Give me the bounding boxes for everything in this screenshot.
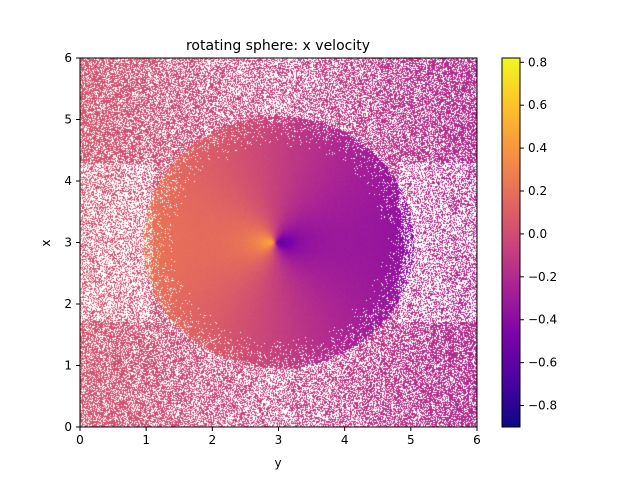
x-tick-label: 5 — [407, 433, 415, 447]
colorbar-tick-label: −0.2 — [528, 270, 557, 284]
y-tick-label: 1 — [64, 359, 72, 373]
colorbar-tick-label: 0.4 — [528, 141, 547, 155]
colorbar: −0.8 −0.6 −0.4 −0.2 0.0 0.2 0.4 0.6 0.8 — [501, 55, 557, 428]
y-tick-label: 0 — [64, 420, 72, 434]
x-tick-label: 3 — [275, 433, 283, 447]
x-tick-label: 1 — [142, 433, 150, 447]
plot-area — [79, 57, 478, 428]
colorbar-tick-label: 0.8 — [528, 55, 547, 69]
colorbar-gradient — [502, 58, 520, 427]
colorbar-tick-label: 0.0 — [528, 227, 547, 241]
x-axis: 0 1 2 3 4 5 6 — [76, 427, 481, 447]
y-tick-label: 5 — [64, 113, 72, 127]
chart-title: rotating sphere: x velocity — [186, 38, 370, 54]
colorbar-tick-label: 0.6 — [528, 98, 547, 112]
y-axis-label: x — [39, 239, 53, 246]
colorbar-tick-label: −0.4 — [528, 313, 557, 327]
x-tick-label: 0 — [76, 433, 84, 447]
colorbar-tick-label: −0.6 — [528, 356, 557, 370]
x-tick-label: 2 — [209, 433, 217, 447]
heatmap-image — [80, 58, 477, 427]
x-tick-label: 4 — [341, 433, 349, 447]
y-tick-label: 4 — [64, 174, 72, 188]
y-tick-label: 2 — [64, 297, 72, 311]
x-tick-label: 6 — [473, 433, 481, 447]
x-axis-label: y — [274, 456, 281, 470]
y-axis: 0 1 2 3 4 5 6 — [64, 51, 80, 434]
y-tick-label: 3 — [64, 236, 72, 250]
colorbar-ticks: −0.8 −0.6 −0.4 −0.2 0.0 0.2 0.4 0.6 0.8 — [520, 55, 557, 413]
colorbar-tick-label: −0.8 — [528, 399, 557, 413]
y-tick-label: 6 — [64, 51, 72, 65]
colorbar-tick-label: 0.2 — [528, 184, 547, 198]
colorbar-frame — [501, 57, 521, 428]
